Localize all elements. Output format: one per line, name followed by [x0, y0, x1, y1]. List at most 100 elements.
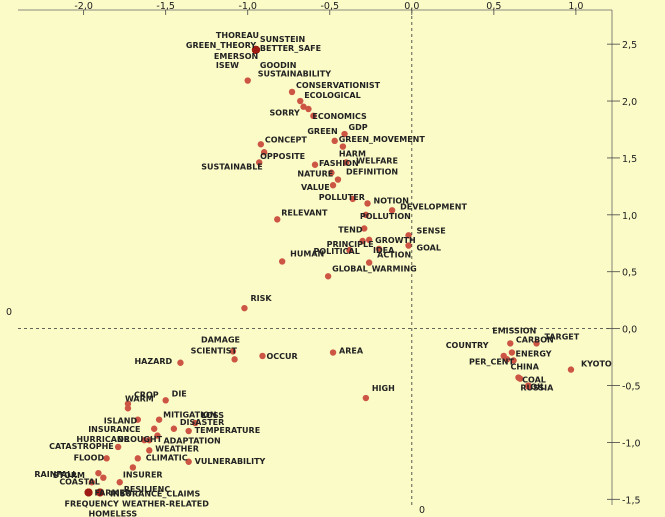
data-point [567, 366, 575, 373]
data-point-label: ECOLOGICAL [304, 91, 360, 100]
data-point-label: CROP [134, 391, 159, 400]
data-point [329, 349, 337, 356]
data-point-label: OIL [530, 383, 545, 392]
data-point-label: CATASTROPHE [49, 442, 114, 451]
data-point-label: WELFARE [356, 156, 398, 165]
y-tick-label: -1,5 [622, 495, 641, 506]
data-point [359, 237, 366, 245]
data-point [116, 479, 123, 486]
data-point [146, 436, 153, 444]
data-point-label: FASHION [319, 159, 359, 168]
data-point [362, 211, 370, 219]
data-point-label: INSURER [123, 470, 163, 479]
data-point-label: GLOBAL_WARMING [332, 264, 417, 273]
data-point [507, 340, 514, 347]
data-point [100, 474, 107, 481]
data-point [192, 419, 199, 427]
data-point [103, 455, 110, 462]
data-point-label: EMISSION [492, 326, 536, 335]
data-point [342, 159, 350, 166]
y-tick-label: 1,5 [622, 154, 637, 165]
data-point [297, 97, 304, 105]
data-point-label: RISK [250, 294, 272, 303]
data-point-label: ADAPTATION [163, 437, 220, 446]
data-point-label: WEATHER [155, 444, 199, 453]
data-point-label: GREEN_MOVEMENT [339, 135, 426, 144]
data-point [361, 225, 368, 232]
data-point-label: SUSTAINABLE [201, 162, 263, 171]
data-point [334, 176, 342, 183]
data-point [251, 45, 260, 54]
data-point [341, 130, 348, 138]
data-point [331, 137, 338, 145]
data-point [155, 416, 163, 423]
data-point-label: NATURE [297, 170, 333, 179]
left-zero-label: 0 [6, 307, 12, 318]
data-point-label: FLOOD [74, 453, 105, 462]
data-point-label: CARBON [516, 336, 554, 345]
data-point-label: POLLUTER [319, 193, 365, 202]
data-point-label: IDEA [373, 246, 395, 255]
data-point [260, 149, 268, 156]
data-point [339, 143, 347, 150]
data-point [84, 488, 93, 497]
data-point-label: PER_CENT [469, 357, 515, 366]
data-point-label: COAL [522, 376, 546, 385]
y-tick-label: 1,0 [622, 211, 637, 222]
x-tick-label: 0,5 [486, 1, 501, 12]
data-point-label: CLIMATIC [146, 453, 188, 462]
data-point-label: GREEN_THEORY [186, 41, 256, 50]
data-point-label: RAINFALL [34, 470, 77, 479]
x-tick-label: -0,5 [320, 1, 339, 12]
data-point [170, 425, 178, 432]
data-point [346, 246, 353, 254]
data-point-label: DEFINITION [346, 168, 398, 177]
zero-axes [18, 10, 612, 505]
data-point [516, 375, 524, 382]
data-point [256, 159, 263, 166]
data-point-label: GDP [349, 123, 368, 132]
data-point-label: DISASTER [180, 418, 224, 427]
data-point [134, 455, 141, 462]
data-point [229, 348, 237, 355]
axis-ticks: -2,0 -1,5 -1,0 -0,5 0,0 0,5 1,0 2,5 2,0 1,5 1,0 0,5… [74, 1, 640, 506]
x-tick-label: -1,5 [156, 1, 175, 12]
data-point-label: VULNERABILITY [195, 457, 266, 466]
data-point [146, 447, 153, 454]
data-point-label: PRINCIPLE [327, 240, 374, 249]
data-point [154, 432, 161, 439]
data-point [231, 356, 238, 363]
data-point-label: OCCUR [266, 352, 297, 361]
data-point [185, 427, 192, 435]
data-point-label: OPPOSITE [260, 152, 305, 161]
data-point [329, 182, 337, 189]
data-point [244, 77, 251, 84]
y-tick-label: -0,5 [622, 382, 641, 393]
data-point [259, 352, 266, 360]
data-point-label: KYOTO [581, 360, 612, 369]
data-point-label: WEATHER-RELATED [122, 499, 209, 508]
data-point-label: WARM [125, 394, 154, 403]
data-point-label: HAZARD [134, 357, 172, 366]
data-point [349, 195, 356, 203]
data-point-label: DEVELOPMENT [400, 202, 467, 211]
data-point [324, 273, 332, 280]
data-point [114, 443, 122, 451]
data-point-label: HARM [339, 150, 366, 159]
data-point [274, 216, 281, 223]
data-point [134, 416, 141, 423]
data-point [185, 458, 192, 465]
data-point [365, 236, 373, 244]
data-point [328, 169, 335, 176]
y-tick-label: -1,0 [622, 438, 641, 449]
data-point [405, 232, 412, 239]
data-point-label: FREQUENCY [65, 499, 119, 508]
data-point-label: TARGET [545, 332, 580, 341]
x-tick-label: -2,0 [74, 1, 93, 12]
data-point [525, 382, 532, 389]
data-point-label: DIE [172, 389, 187, 398]
data-point-label: DAMAGE [201, 335, 240, 344]
data-point-label: AREA [339, 347, 364, 356]
data-point-label: STORM [53, 471, 85, 480]
